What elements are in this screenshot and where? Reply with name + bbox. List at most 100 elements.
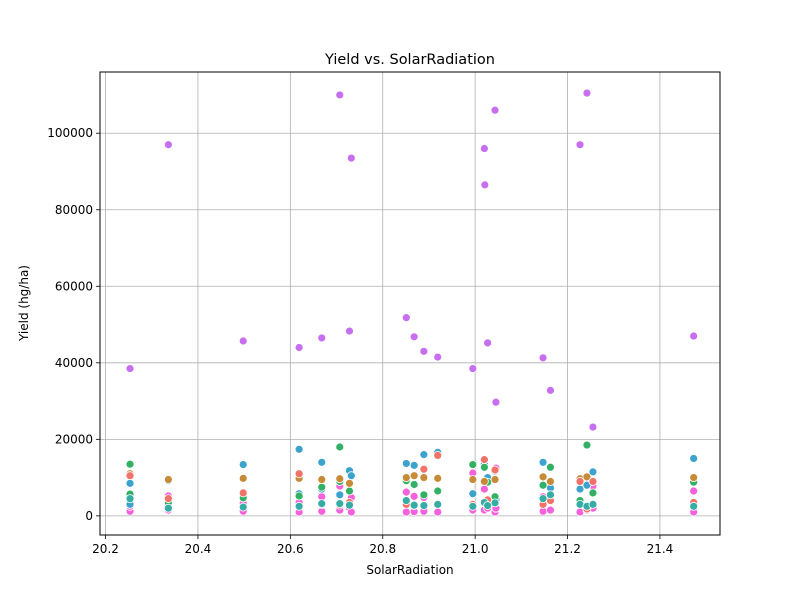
- data-point: [125, 459, 135, 469]
- data-point: [419, 450, 429, 460]
- data-point: [468, 501, 478, 511]
- data-point: [335, 442, 345, 452]
- data-point: [433, 486, 443, 496]
- data-point: [546, 385, 555, 395]
- data-point: [335, 90, 345, 100]
- data-point: [163, 140, 173, 150]
- data-point: [419, 464, 429, 474]
- axis-ticks: 20.2 20.4 20.6 20.8 21.0 21.2 21.4 0 20000 40000 6…: [47, 126, 673, 556]
- data-point: [490, 498, 500, 508]
- data-point: [238, 460, 248, 469]
- data-point: [538, 457, 548, 467]
- data-point: [125, 494, 135, 504]
- data-point: [419, 490, 429, 500]
- data-point: [238, 473, 248, 483]
- data-point: [294, 343, 304, 352]
- data-point: [546, 477, 555, 486]
- data-point: [575, 140, 585, 150]
- data-point: [345, 486, 354, 496]
- data-point: [588, 477, 598, 486]
- data-point: [433, 352, 443, 362]
- data-point: [419, 346, 429, 356]
- data-point: [317, 482, 327, 492]
- data-point: [538, 494, 548, 504]
- data-point: [125, 471, 135, 481]
- data-point: [582, 440, 592, 450]
- data-point: [689, 501, 699, 511]
- data-point: [317, 333, 327, 343]
- data-point: [401, 459, 411, 468]
- data-point: [479, 462, 489, 472]
- data-point: [538, 472, 548, 482]
- data-point: [433, 499, 443, 509]
- data-point: [317, 499, 327, 509]
- data-point: [491, 397, 501, 407]
- data-point: [294, 469, 304, 479]
- data-point: [163, 494, 173, 504]
- data-point: [490, 475, 500, 484]
- data-point: [345, 500, 354, 510]
- data-point: [479, 455, 489, 465]
- data-point: [345, 478, 354, 488]
- y-tick-label: 20000: [55, 432, 93, 446]
- y-tick-label: 0: [85, 509, 93, 523]
- x-tick-label: 20.4: [185, 542, 212, 556]
- x-tick-label: 21.4: [647, 542, 674, 556]
- data-point: [689, 331, 699, 341]
- data-point: [468, 364, 478, 373]
- y-axis-title: Yield (hg/ha): [17, 265, 31, 342]
- data-point: [294, 491, 304, 501]
- grid-lines: [100, 72, 720, 535]
- data-point: [483, 338, 493, 348]
- data-point: [409, 471, 419, 481]
- data-point: [689, 454, 699, 463]
- data-point: [401, 507, 411, 517]
- x-axis-title: SolarRadiation: [366, 563, 453, 577]
- data-point: [335, 474, 345, 484]
- data-point: [335, 499, 345, 509]
- data-point: [433, 473, 443, 483]
- data-point: [409, 332, 419, 342]
- x-tick-label: 20.8: [369, 542, 396, 556]
- data-point: [409, 500, 419, 510]
- data-point: [238, 502, 248, 512]
- data-point: [433, 507, 443, 517]
- data-point: [468, 475, 478, 484]
- data-point: [409, 460, 419, 470]
- data-point: [546, 505, 555, 515]
- x-tick-label: 21.2: [554, 542, 581, 556]
- data-point: [401, 313, 411, 323]
- chart-title: Yield vs. SolarRadiation: [324, 52, 495, 68]
- data-point: [345, 326, 354, 336]
- data-point: [582, 88, 592, 98]
- data-point: [419, 473, 429, 483]
- data-point: [582, 472, 592, 482]
- data-point: [346, 153, 356, 163]
- data-point: [409, 480, 419, 489]
- data-point: [538, 353, 548, 363]
- data-point: [483, 501, 493, 510]
- data-point: [419, 501, 429, 510]
- data-point: [689, 473, 699, 483]
- data-point: [588, 467, 598, 477]
- data-point: [588, 499, 598, 509]
- y-tick-label: 80000: [55, 203, 93, 217]
- data-points: [125, 88, 699, 517]
- data-point: [238, 336, 248, 346]
- data-point: [479, 144, 489, 153]
- data-point: [490, 105, 500, 115]
- data-point: [689, 486, 699, 496]
- data-point: [317, 457, 327, 467]
- data-point: [588, 422, 598, 432]
- x-tick-label: 21.0: [462, 542, 489, 556]
- data-point: [346, 471, 356, 481]
- data-point: [575, 477, 585, 486]
- data-point: [125, 478, 135, 488]
- data-point: [401, 473, 411, 483]
- y-tick-label: 60000: [55, 279, 93, 293]
- data-point: [409, 491, 419, 501]
- y-tick-label: 40000: [55, 356, 93, 370]
- data-point: [401, 496, 411, 505]
- data-point: [433, 451, 443, 460]
